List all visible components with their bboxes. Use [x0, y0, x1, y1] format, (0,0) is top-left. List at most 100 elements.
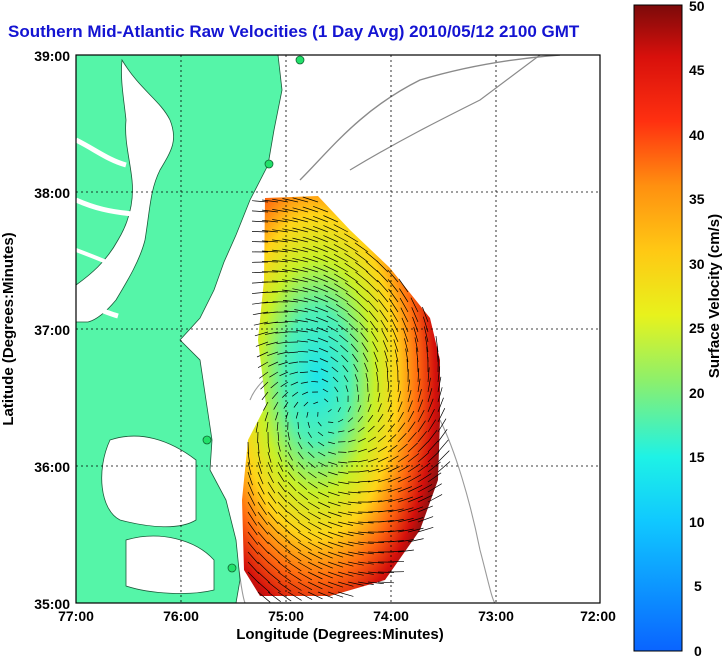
velocity-arrow — [335, 293, 349, 303]
velocity-arrow — [274, 321, 289, 324]
velocity-arrow — [397, 464, 410, 473]
velocity-arrow — [312, 275, 329, 283]
velocity-arrow — [287, 471, 296, 481]
velocity-arrow — [367, 425, 375, 433]
velocity-arrow — [292, 268, 309, 273]
velocity-arrow — [404, 338, 409, 353]
velocity-arrow — [437, 397, 444, 413]
velocity-arrow — [352, 353, 359, 363]
colorbar-tick: 30 — [689, 256, 705, 272]
velocity-arrow — [307, 431, 312, 438]
velocity-arrow — [267, 521, 280, 534]
velocity-arrow — [347, 450, 357, 453]
velocity-arrow — [327, 571, 344, 578]
velocity-arrow — [357, 511, 373, 513]
velocity-arrow — [318, 347, 329, 353]
velocity-arrow — [417, 389, 422, 403]
colorbar-tick: 0 — [694, 643, 702, 659]
velocity-arrow — [306, 411, 309, 418]
velocity-arrow — [317, 511, 332, 519]
velocity-arrow — [384, 350, 389, 363]
velocity-arrow — [359, 322, 369, 333]
velocity-arrow — [312, 265, 329, 273]
velocity-arrow — [317, 571, 333, 579]
velocity-arrow — [377, 289, 389, 303]
velocity-arrow — [289, 371, 299, 375]
velocity-arrow — [427, 472, 442, 483]
velocity-arrow — [347, 417, 354, 423]
velocity-arrow — [410, 297, 419, 313]
velocity-arrow — [297, 350, 309, 353]
velocity-arrow — [437, 366, 441, 383]
velocity-arrow — [357, 415, 364, 423]
velocity-arrow — [328, 336, 339, 343]
velocity-arrow — [317, 491, 330, 498]
velocity-arrow — [323, 225, 339, 233]
velocity-arrow — [282, 208, 299, 213]
velocity-arrow — [397, 390, 402, 403]
velocity-arrow — [287, 441, 292, 451]
velocity-arrow — [247, 471, 253, 486]
velocity-arrow — [288, 361, 299, 364]
velocity-arrow — [327, 451, 336, 455]
velocity-arrow — [277, 581, 292, 592]
velocity-arrow — [407, 432, 417, 443]
velocity-arrow — [323, 264, 339, 273]
velocity-arrow — [357, 521, 374, 524]
velocity-arrow — [312, 235, 329, 243]
velocity-arrow — [427, 429, 438, 443]
velocity-arrow — [262, 230, 279, 233]
velocity-arrow — [417, 473, 432, 483]
velocity-arrow — [407, 463, 421, 473]
velocity-arrow — [422, 316, 429, 333]
velocity-arrow — [305, 318, 319, 323]
velocity-arrow — [357, 459, 368, 463]
velocity-arrow — [302, 196, 319, 203]
velocity-arrow — [427, 494, 443, 503]
velocity-arrow — [417, 409, 425, 423]
velocity-arrow — [367, 436, 376, 443]
y-axis: 39:00 38:00 37:00 36:00 35:00 Latitude (… — [0, 48, 70, 612]
velocity-arrow — [277, 451, 283, 462]
velocity-arrow — [247, 501, 257, 517]
velocity-arrow — [315, 306, 329, 313]
velocity-arrow — [287, 451, 293, 461]
velocity-arrow — [334, 283, 349, 293]
y-tick-label: 37:00 — [34, 322, 70, 338]
velocity-arrow — [277, 571, 292, 582]
velocity-arrow — [267, 581, 281, 593]
velocity-arrow — [357, 571, 374, 575]
velocity-arrow — [267, 531, 280, 544]
velocity-arrow — [417, 526, 434, 533]
velocity-arrow — [257, 461, 263, 475]
velocity-arrow — [437, 376, 442, 393]
velocity-arrow — [322, 388, 329, 393]
y-tick-label: 39:00 — [34, 48, 70, 64]
velocity-arrow — [341, 355, 349, 363]
velocity-arrow — [397, 507, 414, 513]
velocity-arrow — [355, 271, 369, 283]
velocity-arrow — [365, 270, 379, 283]
velocity-arrow — [267, 571, 281, 583]
velocity-arrow — [377, 435, 387, 443]
velocity-arrow — [282, 258, 299, 263]
velocity-arrow — [427, 419, 436, 433]
colorbar-label: Surface Velocity (cm/s) — [706, 214, 723, 378]
velocity-arrow — [346, 302, 359, 313]
velocity-arrow — [327, 501, 341, 507]
velocity-arrow — [417, 399, 424, 413]
velocity-arrow — [327, 551, 344, 558]
velocity-arrow — [247, 461, 252, 475]
velocity-arrow — [267, 481, 276, 494]
velocity-arrow — [255, 341, 269, 347]
colorbar-tick: 35 — [689, 191, 705, 207]
velocity-arrow — [437, 428, 448, 443]
velocity-arrow — [437, 418, 447, 433]
velocity-arrow — [344, 253, 359, 263]
velocity-arrow — [297, 481, 308, 490]
velocity-arrow — [261, 250, 279, 253]
velocity-arrow — [337, 324, 349, 333]
velocity-arrow — [402, 327, 409, 343]
velocity-arrow — [272, 249, 289, 253]
velocity-arrow — [417, 452, 430, 463]
